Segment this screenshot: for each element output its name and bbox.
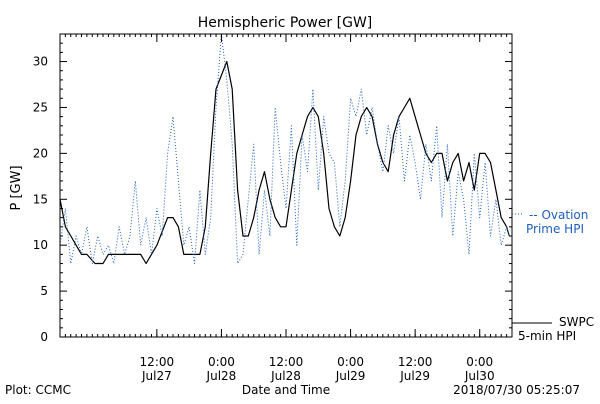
x-tick-date-label: Jul29 bbox=[399, 369, 430, 383]
y-tick-label: 30 bbox=[33, 55, 48, 69]
ovation-series-line bbox=[59, 33, 510, 264]
swpc-series-line bbox=[59, 60, 510, 265]
axis-ticks: 05101520253012:00Jul270:00Jul2812:00Jul2… bbox=[33, 33, 513, 383]
legend-ovation-line2: Prime HPI bbox=[526, 222, 584, 236]
x-tick-time-label: 0:00 bbox=[466, 355, 493, 369]
y-axis-label: P [GW] bbox=[9, 165, 24, 210]
x-tick-time-label: 0:00 bbox=[208, 355, 235, 369]
x-axis-label: Date and Time bbox=[242, 383, 330, 397]
y-tick-label: 25 bbox=[33, 100, 48, 114]
y-tick-label: 20 bbox=[33, 146, 48, 160]
plot-frame bbox=[59, 33, 513, 338]
x-tick-time-label: 0:00 bbox=[337, 355, 364, 369]
plot-timestamp: 2018/07/30 05:25:07 bbox=[453, 383, 580, 397]
x-tick-date-label: Jul28 bbox=[206, 369, 237, 383]
y-tick-label: 15 bbox=[33, 192, 48, 206]
y-tick-label: 5 bbox=[40, 284, 48, 298]
x-tick-time-label: 12:00 bbox=[140, 355, 175, 369]
x-tick-date-label: Jul28 bbox=[270, 369, 301, 383]
chart-title: Hemispheric Power [GW] bbox=[198, 15, 373, 31]
x-tick-time-label: 12:00 bbox=[398, 355, 433, 369]
legend-ovation-line1: -- Ovation bbox=[529, 208, 588, 222]
chart-marks bbox=[59, 33, 510, 265]
legend-swpc-line2: 5-min HPI bbox=[518, 329, 576, 343]
plot-credit: Plot: CCMC bbox=[5, 383, 71, 397]
x-tick-time-label: 12:00 bbox=[269, 355, 304, 369]
x-tick-date-label: Jul27 bbox=[141, 369, 172, 383]
x-tick-date-label: Jul29 bbox=[335, 369, 366, 383]
x-tick-date-label: Jul30 bbox=[464, 369, 495, 383]
legend-swpc-line1: SWPC bbox=[559, 315, 594, 329]
y-tick-label: 0 bbox=[40, 330, 48, 344]
y-tick-label: 10 bbox=[33, 238, 48, 252]
